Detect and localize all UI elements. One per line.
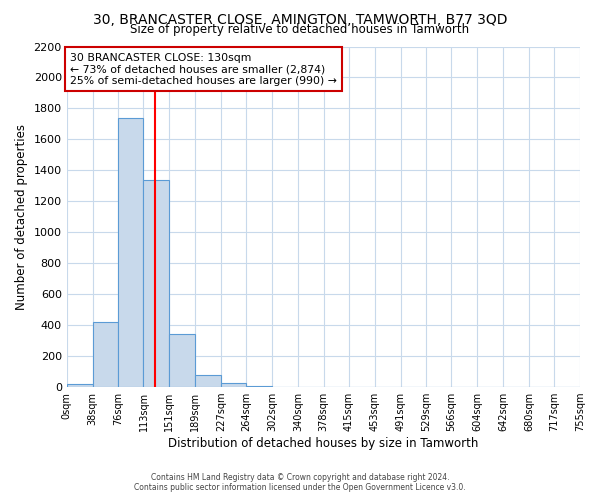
Bar [143,180,169,387]
Bar [169,334,195,387]
Bar [118,118,143,387]
Bar [221,383,246,387]
Text: Size of property relative to detached houses in Tamworth: Size of property relative to detached ho… [130,22,470,36]
Bar [195,374,221,387]
Y-axis label: Number of detached properties: Number of detached properties [15,124,28,310]
X-axis label: Distribution of detached houses by size in Tamworth: Distribution of detached houses by size … [168,437,479,450]
Bar [246,386,272,387]
Text: Contains HM Land Registry data © Crown copyright and database right 2024.
Contai: Contains HM Land Registry data © Crown c… [134,473,466,492]
Text: 30 BRANCASTER CLOSE: 130sqm
← 73% of detached houses are smaller (2,874)
25% of : 30 BRANCASTER CLOSE: 130sqm ← 73% of det… [70,52,337,86]
Bar [92,322,118,387]
Bar [67,384,92,387]
Text: 30, BRANCASTER CLOSE, AMINGTON, TAMWORTH, B77 3QD: 30, BRANCASTER CLOSE, AMINGTON, TAMWORTH… [93,12,507,26]
